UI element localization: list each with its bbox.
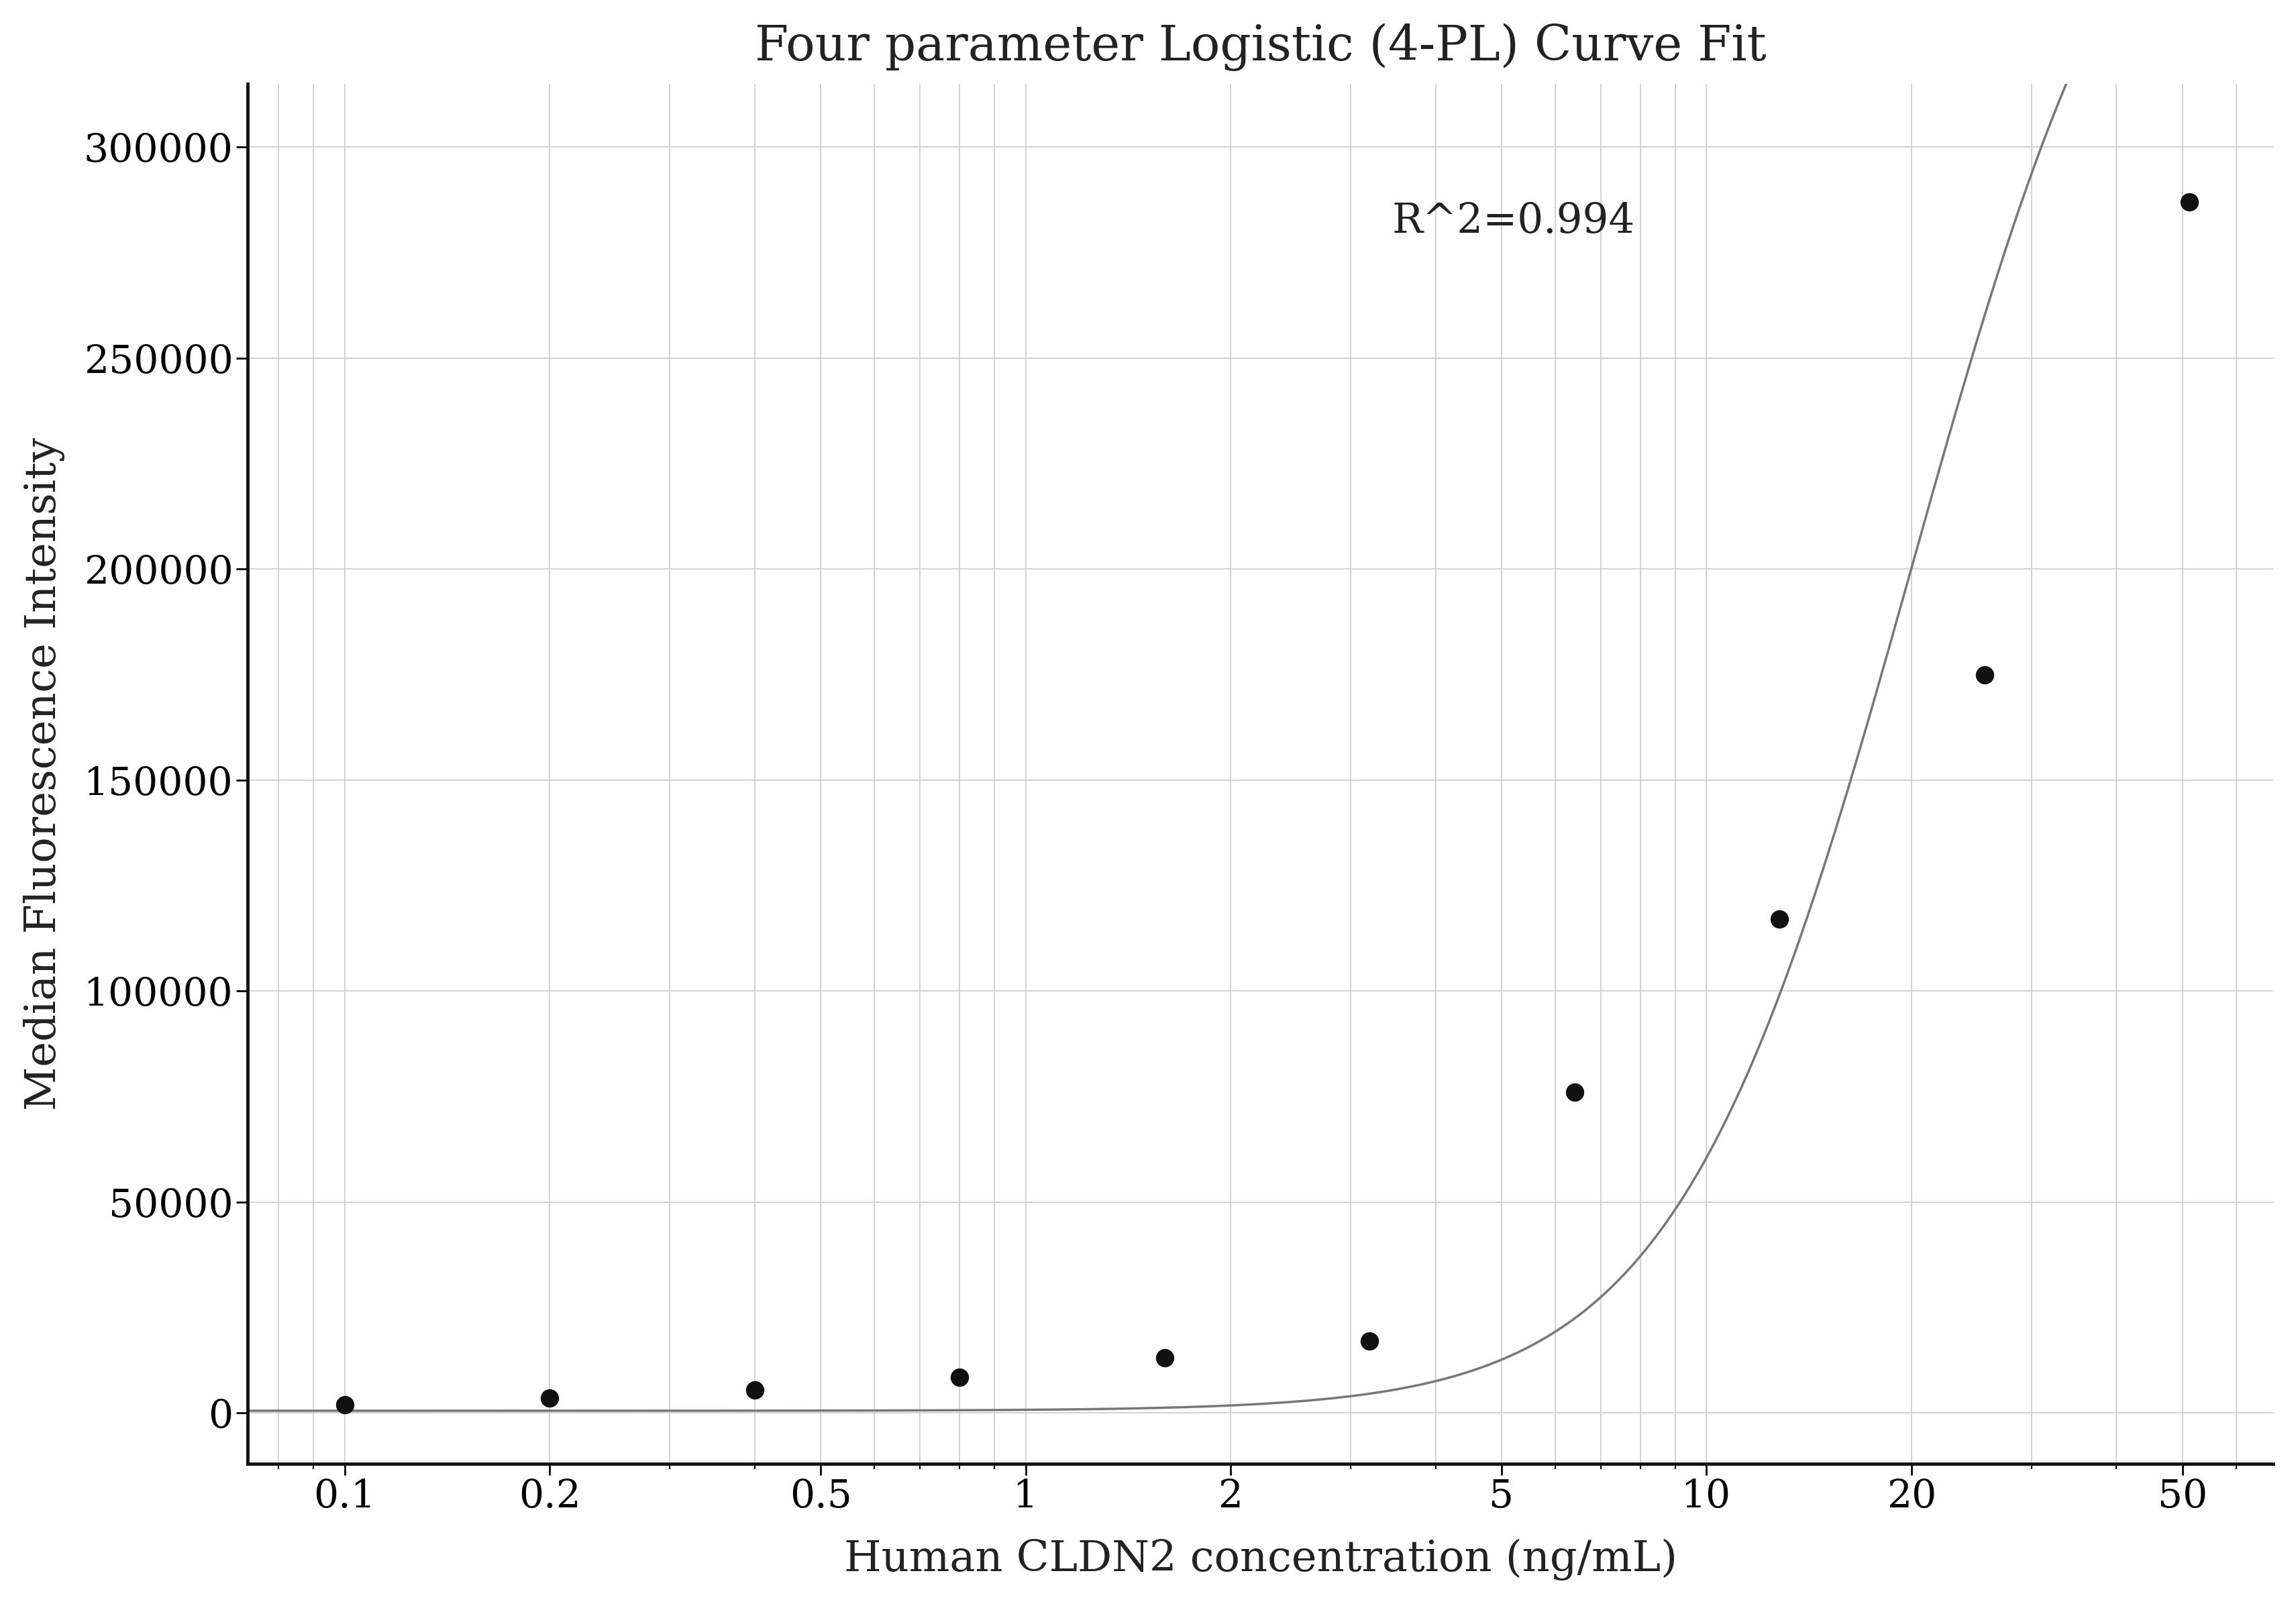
Point [1965,662,2002,688]
Point [737,1376,774,1402]
Point [1350,1328,1387,1354]
Point [1146,1346,1182,1371]
Point [1557,1079,1593,1105]
Point [530,1386,567,1412]
Point [2170,189,2206,215]
Point [1761,906,1798,932]
X-axis label: Human CLDN2 concentration (ng/mL): Human CLDN2 concentration (ng/mL) [843,1538,1676,1580]
Text: R^2=0.994: R^2=0.994 [1391,200,1635,241]
Y-axis label: Median Fluorescence Intensity: Median Fluorescence Intensity [23,438,64,1110]
Title: Four parameter Logistic (4-PL) Curve Fit: Four parameter Logistic (4-PL) Curve Fit [755,24,1766,71]
Point [326,1392,363,1418]
Point [941,1363,978,1389]
